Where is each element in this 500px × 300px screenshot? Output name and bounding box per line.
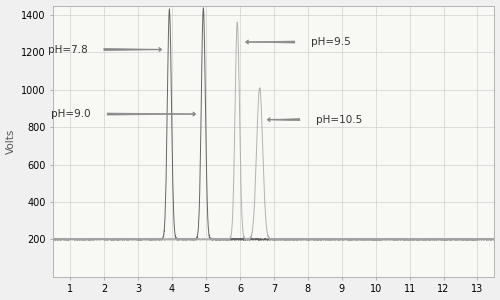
Text: pH=10.5: pH=10.5 xyxy=(316,115,362,125)
Text: pH=9.0: pH=9.0 xyxy=(51,109,90,119)
Text: pH=9.5: pH=9.5 xyxy=(311,37,351,47)
Y-axis label: Volts: Volts xyxy=(6,128,16,154)
Text: pH=7.8: pH=7.8 xyxy=(48,44,88,55)
